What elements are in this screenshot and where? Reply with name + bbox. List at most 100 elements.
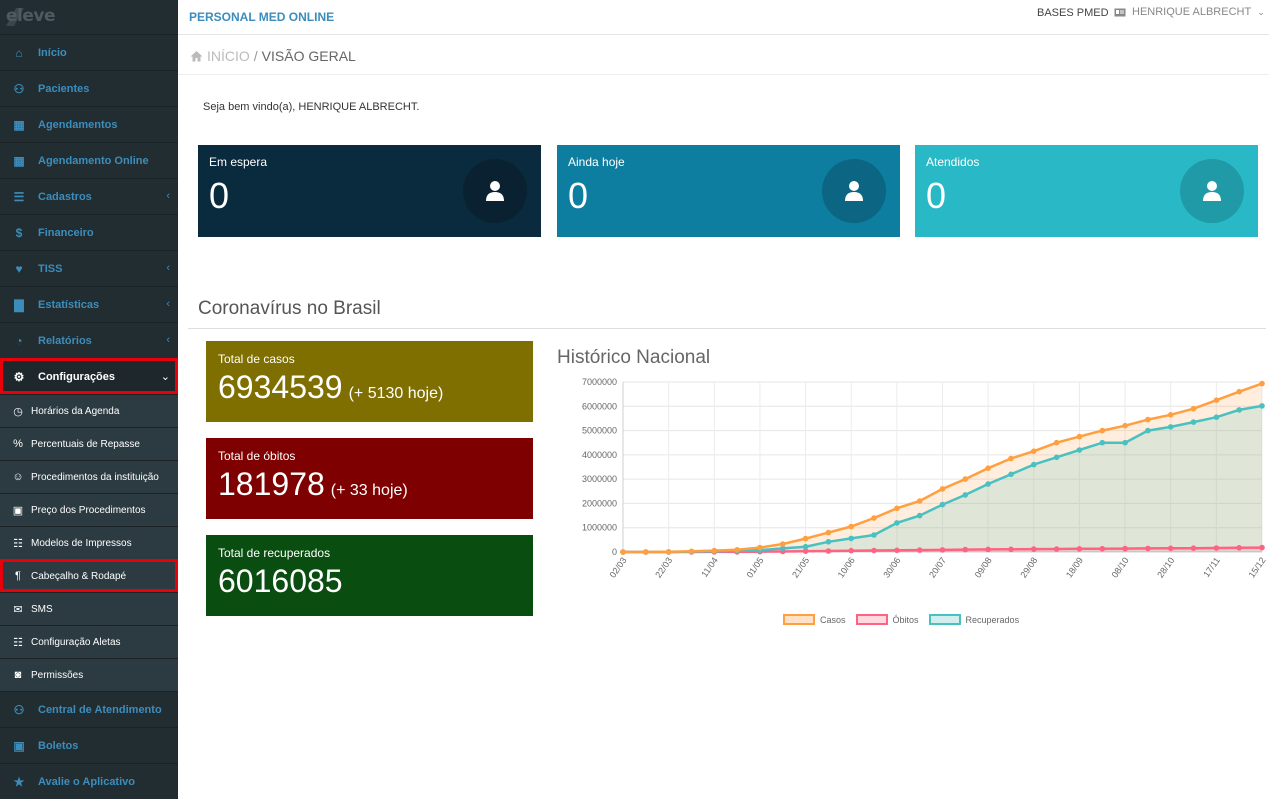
y-tick-label: 3000000 (582, 474, 617, 484)
sidebar-item-relatorios[interactable]: ◔ Relatórios ‹ (0, 322, 178, 358)
legend-swatch (783, 614, 815, 625)
stat-box-attended[interactable]: Atendidos 0 (915, 145, 1258, 237)
logo[interactable]: eleve (0, 0, 178, 34)
total-cases-box: Total de casos 6934539 (+ 5130 hoje) (206, 341, 533, 422)
data-point-obitos (1008, 546, 1014, 553)
sidebar-item-label: Avalie o Aplicativo (38, 775, 135, 788)
sidebar-item-tiss[interactable]: ♥ TISS ‹ (0, 250, 178, 286)
sidebar-item-cadastros[interactable]: ☰ Cadastros ‹ (0, 178, 178, 214)
money-icon: ▣ (13, 738, 25, 753)
bases-dropdown[interactable]: BASES PMED (1037, 7, 1109, 19)
x-tick-label: 15/12 (1247, 555, 1267, 579)
data-point-casos (1053, 439, 1060, 446)
submenu-item-sms[interactable]: ✉ SMS (0, 592, 178, 625)
data-point-obitos (825, 548, 832, 554)
stat-box-today[interactable]: Ainda hoje 0 (557, 145, 900, 237)
data-point-obitos (916, 547, 923, 553)
data-point-casos (757, 544, 763, 551)
data-point-casos (734, 547, 740, 553)
submenu-item-preco-dos-procedimentos[interactable]: ▣ Preço dos Procedimentos (0, 493, 178, 526)
sidebar-item-configuracoes[interactable]: ⚙ Configurações ⌄ (0, 358, 178, 394)
envelope-icon: ✉ (13, 603, 23, 616)
submenu-item-modelos-de-impressos[interactable]: ☷ Modelos de Impressos (0, 526, 178, 559)
data-point-casos (1190, 405, 1197, 412)
welcome-message: Seja bem vindo(a), HENRIQUE ALBRECHT. (203, 101, 420, 113)
sidebar-item-central-de-atendimento[interactable]: ⚇ Central de Atendimento (0, 691, 178, 727)
y-tick-label: 4000000 (582, 450, 617, 460)
user-icon (1180, 159, 1244, 223)
sidebar-item-estatisticas[interactable]: ▇ Estatísticas ‹ (0, 286, 178, 322)
chevron-left-icon: ‹ (166, 262, 170, 274)
sitemap-icon: ☷ (13, 636, 23, 649)
data-point-obitos (1076, 546, 1083, 552)
brand-title[interactable]: PERSONAL MED ONLINE (189, 10, 335, 24)
submenu-item-horarios-da-agenda[interactable]: ◷ Horários da Agenda (0, 394, 178, 427)
submenu-item-procedimentos-da-instituicao[interactable]: ☺ Procedimentos da instituição (0, 460, 178, 493)
sidebar-item-boletos[interactable]: ▣ Boletos (0, 727, 178, 763)
submenu-item-label: Horários da Agenda (31, 405, 120, 417)
data-point-casos (802, 535, 809, 542)
divider (188, 328, 1266, 329)
breadcrumb: INÍCIO / VISÃO GERAL (190, 48, 356, 64)
logo-mark (6, 8, 24, 26)
logo-text: eleve (6, 6, 56, 26)
submenu-item-label: Configuração Aletas (31, 636, 121, 648)
legend-label: Casos (820, 614, 846, 625)
sidebar-item-agendamento-online[interactable]: ▦ Agendamento Online (0, 142, 178, 178)
sidebar-item-label: Estatísticas (38, 298, 100, 311)
calendar-icon: ▦ (13, 117, 25, 132)
legend-item-casos[interactable]: Casos (783, 614, 846, 625)
data-point-recuperados (1122, 439, 1128, 446)
data-point-casos (871, 515, 877, 521)
submenu-item-permissoes[interactable]: ◙ Permissões (0, 658, 178, 691)
x-tick-label: 29/08 (1018, 555, 1039, 579)
list-icon: ☰ (13, 189, 25, 204)
total-recovered-value: 6016085 (218, 563, 343, 599)
history-line-chart: 0 1000000 2000000 3000000 4000000 5000000 6000… (582, 377, 1267, 580)
legend-item-obitos[interactable]: Óbitos (855, 614, 919, 625)
sidebar-item-label: Pacientes (38, 82, 90, 95)
data-point-casos (620, 549, 626, 555)
y-tick-label: 7000000 (582, 377, 617, 387)
data-point-obitos (985, 546, 991, 553)
stat-value: 0 (568, 175, 589, 216)
data-point-recuperados (1190, 419, 1197, 425)
submenu-item-configuracao-aletas[interactable]: ☷ Configuração Aletas (0, 625, 178, 658)
submenu-item-cabecalho-rodape[interactable]: ¶ Cabeçalho & Rodapé (0, 559, 178, 592)
legend-label: Óbitos (892, 614, 919, 625)
submenu-item-percentuais-de-repasse[interactable]: % Percentuais de Repasse (0, 427, 178, 460)
sidebar-item-inicio[interactable]: ⌂ Início (0, 34, 178, 70)
sidebar-item-financeiro[interactable]: $ Financeiro (0, 214, 178, 250)
total-deaths-today: (+ 33 hoje) (330, 482, 408, 499)
data-point-recuperados (1076, 447, 1083, 453)
data-point-obitos (871, 547, 877, 554)
sidebar-item-agendamentos[interactable]: ▦ Agendamentos (0, 106, 178, 142)
legend-swatch (928, 614, 961, 625)
sidebar-item-label: Boletos (38, 739, 79, 752)
star-icon: ★ (13, 774, 25, 789)
x-tick-label: 18/09 (1064, 555, 1085, 579)
data-point-casos (894, 505, 900, 512)
sidebar-item-avalie-o-aplicativo[interactable]: ★ Avalie o Aplicativo (0, 763, 178, 799)
data-point-casos (1099, 427, 1106, 434)
chevron-left-icon: ‹ (166, 334, 170, 346)
user-icon: ☺ (12, 471, 24, 483)
user-menu[interactable]: HENRIQUE ALBRECHT ⌄ (1114, 6, 1265, 18)
data-point-recuperados (1259, 403, 1265, 409)
sidebar-item-pacientes[interactable]: ⚇ Pacientes (0, 70, 178, 106)
sidebar-item-label: Configurações (38, 370, 116, 383)
total-recovered-box: Total de recuperados 6016085 (206, 535, 533, 616)
data-point-casos (688, 548, 695, 555)
breadcrumb-home[interactable]: INÍCIO (207, 48, 250, 64)
heartbeat-icon: ♥ (15, 261, 23, 276)
data-point-casos (1031, 448, 1037, 454)
sidebar-item-label: Financeiro (38, 226, 94, 239)
home-icon: ⌂ (15, 45, 23, 60)
percent-icon: % (13, 438, 23, 450)
legend-item-recuperados[interactable]: Recuperados (928, 614, 1019, 625)
stat-box-waiting[interactable]: Em espera 0 (198, 145, 541, 237)
series-area-recuperados (623, 405, 1262, 552)
data-point-obitos (848, 547, 854, 554)
data-point-casos (1213, 397, 1220, 403)
stat-value: 0 (926, 175, 947, 216)
